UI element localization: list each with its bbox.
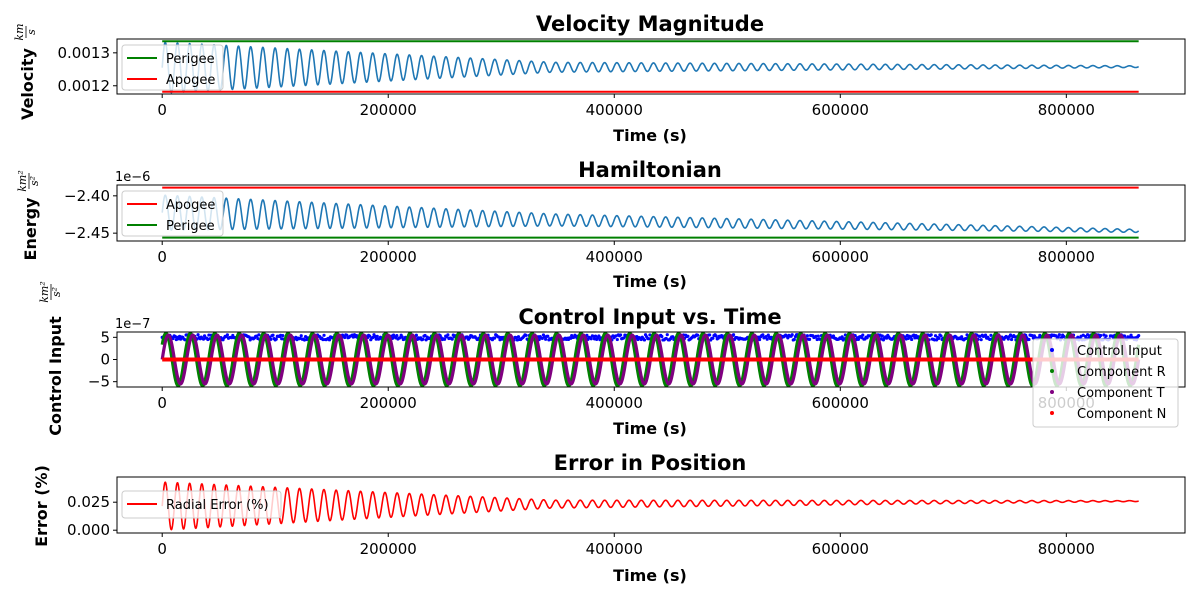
- control-legend-input-swatch: [1050, 348, 1054, 352]
- control-y-tick-label: 5: [100, 328, 110, 346]
- hamiltonian-y-ticks: −2.40 −2.45: [64, 187, 117, 242]
- velocity-series-line-0: [161, 41, 1140, 94]
- velocity-legend-perigee-label: Perigee: [166, 52, 215, 67]
- hamiltonian-unit-denominator: s²: [28, 176, 41, 186]
- hamiltonian-y-label-text: Energy: [21, 197, 40, 261]
- velocity-x-tick-label: 200000: [360, 101, 417, 119]
- hamiltonian-plot-area: [161, 186, 1140, 239]
- control-legend-n-swatch: [1050, 411, 1054, 415]
- control-plot-area: [160, 332, 1141, 387]
- control-panel: Control Input vs. Time 1e−7 0 200000 40000…: [38, 281, 1186, 438]
- velocity-x-tick-label: 400000: [586, 101, 643, 119]
- control-legend-input-label: Control Input: [1077, 344, 1162, 359]
- error-axes-frame: [116, 476, 1186, 534]
- control-legend: Control Input Component R Component T Co…: [1032, 338, 1179, 428]
- hamiltonian-x-tick-label: 600000: [812, 248, 869, 266]
- velocity-title: Velocity Magnitude: [536, 12, 764, 36]
- velocity-legend: Perigee Apogee: [121, 44, 224, 91]
- hamiltonian-x-tick-label: 800000: [1038, 248, 1095, 266]
- error-plot-area: [161, 481, 1140, 531]
- velocity-x-ticks: 0 200000 400000 600000 800000: [157, 94, 1095, 119]
- error-series-radial-error: [161, 481, 1140, 531]
- control-legend-r-label: Component R: [1077, 365, 1166, 380]
- hamiltonian-x-ticks: 0 200000 400000 600000 800000: [157, 241, 1095, 266]
- hamiltonian-title: Hamiltonian: [578, 158, 722, 182]
- control-legend-t-swatch: [1050, 390, 1054, 394]
- control-unit-numerator: km²: [38, 281, 51, 303]
- error-legend-box: [121, 490, 282, 519]
- error-y-label: Error (%): [32, 465, 51, 547]
- control-x-tick-label: 400000: [586, 394, 643, 412]
- error-x-tick-label: 400000: [586, 540, 643, 558]
- control-x-tick-label: 200000: [360, 394, 417, 412]
- velocity-y-label-text: Velocity: [18, 47, 37, 119]
- velocity-x-tick-label: 600000: [812, 101, 869, 119]
- velocity-y-label: Velocity km s: [13, 23, 38, 120]
- hamiltonian-x-label: Time (s): [613, 272, 687, 291]
- velocity-y-ticks: 0.0012 0.0013: [58, 44, 117, 95]
- control-series-component-r: [160, 332, 1141, 387]
- error-x-tick-label: 0: [157, 540, 167, 558]
- error-x-tick-label: 800000: [1038, 540, 1095, 558]
- velocity-x-tick-label: 0: [157, 101, 167, 119]
- control-y-label: Control Input km² s²: [38, 281, 65, 436]
- control-legend-box: [1032, 338, 1179, 428]
- hamiltonian-legend-apogee-label: Apogee: [166, 198, 215, 213]
- control-x-label: Time (s): [613, 419, 687, 438]
- velocity-y-tick-label: 0.0012: [58, 77, 111, 95]
- velocity-y-tick-label: 0.0013: [58, 44, 111, 62]
- velocity-panel: Velocity Magnitude 0 200000 400000 600000 80…: [13, 12, 1186, 145]
- control-legend-r-swatch: [1050, 369, 1054, 373]
- hamiltonian-panel: Hamiltonian 1e−6 0 200000 400000 600000 8000…: [16, 158, 1186, 291]
- hamiltonian-x-tick-label: 0: [157, 248, 167, 266]
- error-y-ticks: 0.025 0.000: [67, 493, 117, 539]
- hamiltonian-unit-numerator: km²: [16, 170, 29, 192]
- error-x-ticks: 0 200000 400000 600000 800000: [157, 533, 1095, 558]
- error-title: Error in Position: [554, 451, 747, 475]
- control-y-ticks: 5 0 −5: [88, 328, 117, 391]
- hamiltonian-y-tick-label: −2.45: [64, 224, 110, 242]
- velocity-plot-area: [161, 40, 1140, 94]
- error-x-tick-label: 600000: [812, 540, 869, 558]
- control-y-label-text: Control Input: [46, 316, 65, 436]
- error-y-tick-label: 0.025: [67, 493, 110, 511]
- velocity-x-tick-label: 800000: [1038, 101, 1095, 119]
- hamiltonian-series-line-0: [161, 194, 1140, 234]
- error-x-tick-label: 200000: [360, 540, 417, 558]
- hamiltonian-x-tick-label: 200000: [360, 248, 417, 266]
- velocity-legend-apogee-label: Apogee: [166, 73, 215, 88]
- control-y-tick-label: 0: [100, 351, 110, 369]
- hamiltonian-legend: Apogee Perigee: [121, 190, 224, 237]
- control-x-tick-label: 600000: [812, 394, 869, 412]
- control-unit-denominator: s²: [50, 287, 63, 297]
- error-legend: Radial Error (%): [121, 490, 282, 519]
- control-y-tick-label: −5: [88, 373, 110, 391]
- error-legend-radial-label: Radial Error (%): [166, 498, 269, 513]
- hamiltonian-axes-frame: [116, 184, 1186, 242]
- hamiltonian-y-label: Energy km² s²: [16, 170, 41, 260]
- velocity-x-label: Time (s): [613, 126, 687, 145]
- control-legend-n-label: Component N: [1077, 407, 1166, 422]
- error-panel: Error in Position 0 200000 400000 600000 800…: [32, 451, 1186, 585]
- hamiltonian-x-tick-label: 400000: [586, 248, 643, 266]
- control-legend-t-label: Component T: [1077, 386, 1165, 401]
- velocity-unit-denominator: s: [25, 29, 38, 35]
- hamiltonian-legend-perigee-label: Perigee: [166, 219, 215, 234]
- velocity-axes-frame: [116, 38, 1186, 95]
- control-offset-text: 1e−7: [115, 317, 150, 332]
- hamiltonian-y-tick-label: −2.40: [64, 187, 110, 205]
- velocity-unit-numerator: km: [13, 23, 26, 40]
- error-x-label: Time (s): [613, 566, 687, 585]
- control-title: Control Input vs. Time: [518, 305, 781, 329]
- error-y-tick-label: 0.000: [67, 521, 110, 539]
- control-x-tick-label: 0: [157, 394, 167, 412]
- hamiltonian-offset-text: 1e−6: [115, 170, 150, 185]
